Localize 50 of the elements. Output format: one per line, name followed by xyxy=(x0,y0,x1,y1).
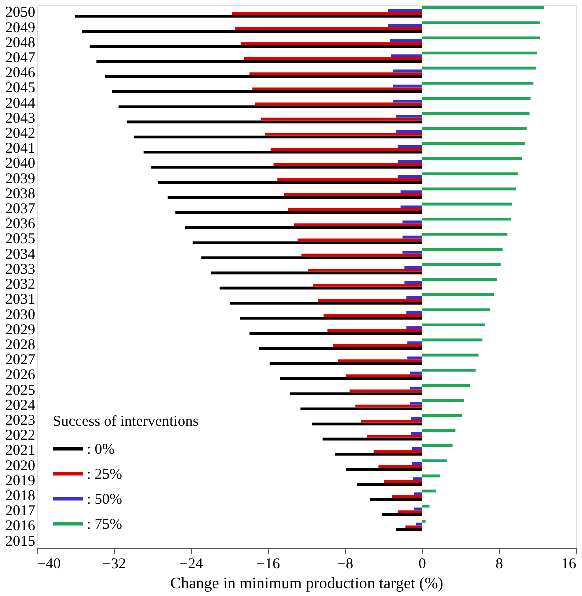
y-tick-label: 2040 xyxy=(6,156,36,172)
y-tick-label: 2032 xyxy=(6,277,36,294)
x-tick-label: −16 xyxy=(256,556,281,572)
y-tick-label: 2017 xyxy=(6,504,36,520)
x-tick-label: −40 xyxy=(38,556,61,572)
x-tick-label: −8 xyxy=(338,556,354,572)
legend-label: : 25% xyxy=(87,467,122,483)
y-tick-label: 2042 xyxy=(6,126,36,142)
y-tick-label: 2036 xyxy=(6,216,36,233)
x-tick-label: −32 xyxy=(102,556,126,572)
y-tick-label: 2026 xyxy=(6,368,36,384)
y-tick-label: 2020 xyxy=(6,458,36,474)
x-tick-label: 0 xyxy=(418,556,426,572)
y-tick-label: 2023 xyxy=(6,412,36,429)
y-tick-label: 2018 xyxy=(6,488,36,505)
x-axis-title: Change in minimum production target (%) xyxy=(170,576,444,592)
y-tick-label: 2031 xyxy=(6,292,36,308)
y-tick-label: 2016 xyxy=(6,518,36,535)
y-tick-label: 2029 xyxy=(6,322,36,338)
x-tick-label: 16 xyxy=(562,556,577,572)
y-tick-label: 2027 xyxy=(6,352,36,369)
y-tick-label: 2022 xyxy=(6,428,36,444)
y-tick-label: 2044 xyxy=(6,96,36,112)
y-tick-label: 2034 xyxy=(6,246,36,263)
y-tick-label: 2028 xyxy=(6,337,36,354)
y-tick-label: 2039 xyxy=(6,171,36,188)
y-tick-label: 2046 xyxy=(6,66,36,82)
y-tick-label: 2048 xyxy=(6,35,36,52)
y-tick-label: 2035 xyxy=(6,232,36,248)
x-tick-label: 8 xyxy=(496,556,504,572)
legend-label: : 0% xyxy=(87,442,115,458)
y-tick-label: 2049 xyxy=(6,20,36,36)
y-tick-label: 2045 xyxy=(6,80,36,97)
legend-title: Success of interventions xyxy=(53,414,199,430)
legend-label: : 50% xyxy=(87,492,122,508)
y-tick-label: 2019 xyxy=(6,473,36,490)
y-tick-label: 2025 xyxy=(6,382,36,399)
legend-label: : 75% xyxy=(87,517,122,533)
y-tick-label: 2015 xyxy=(6,534,36,550)
y-tick-label: 2037 xyxy=(6,202,36,218)
y-tick-label: 2050 xyxy=(6,5,36,22)
y-tick-label: 2021 xyxy=(6,443,36,460)
y-tick-label: 2041 xyxy=(6,141,36,158)
y-tick-label: 2030 xyxy=(6,307,36,324)
y-tick-label: 2033 xyxy=(6,262,36,278)
y-tick-label: 2024 xyxy=(6,398,36,414)
x-tick-label: −24 xyxy=(180,556,204,572)
y-tick-label: 2047 xyxy=(6,50,36,66)
y-tick-label: 2038 xyxy=(6,186,36,202)
y-tick-label: 2043 xyxy=(6,110,36,127)
